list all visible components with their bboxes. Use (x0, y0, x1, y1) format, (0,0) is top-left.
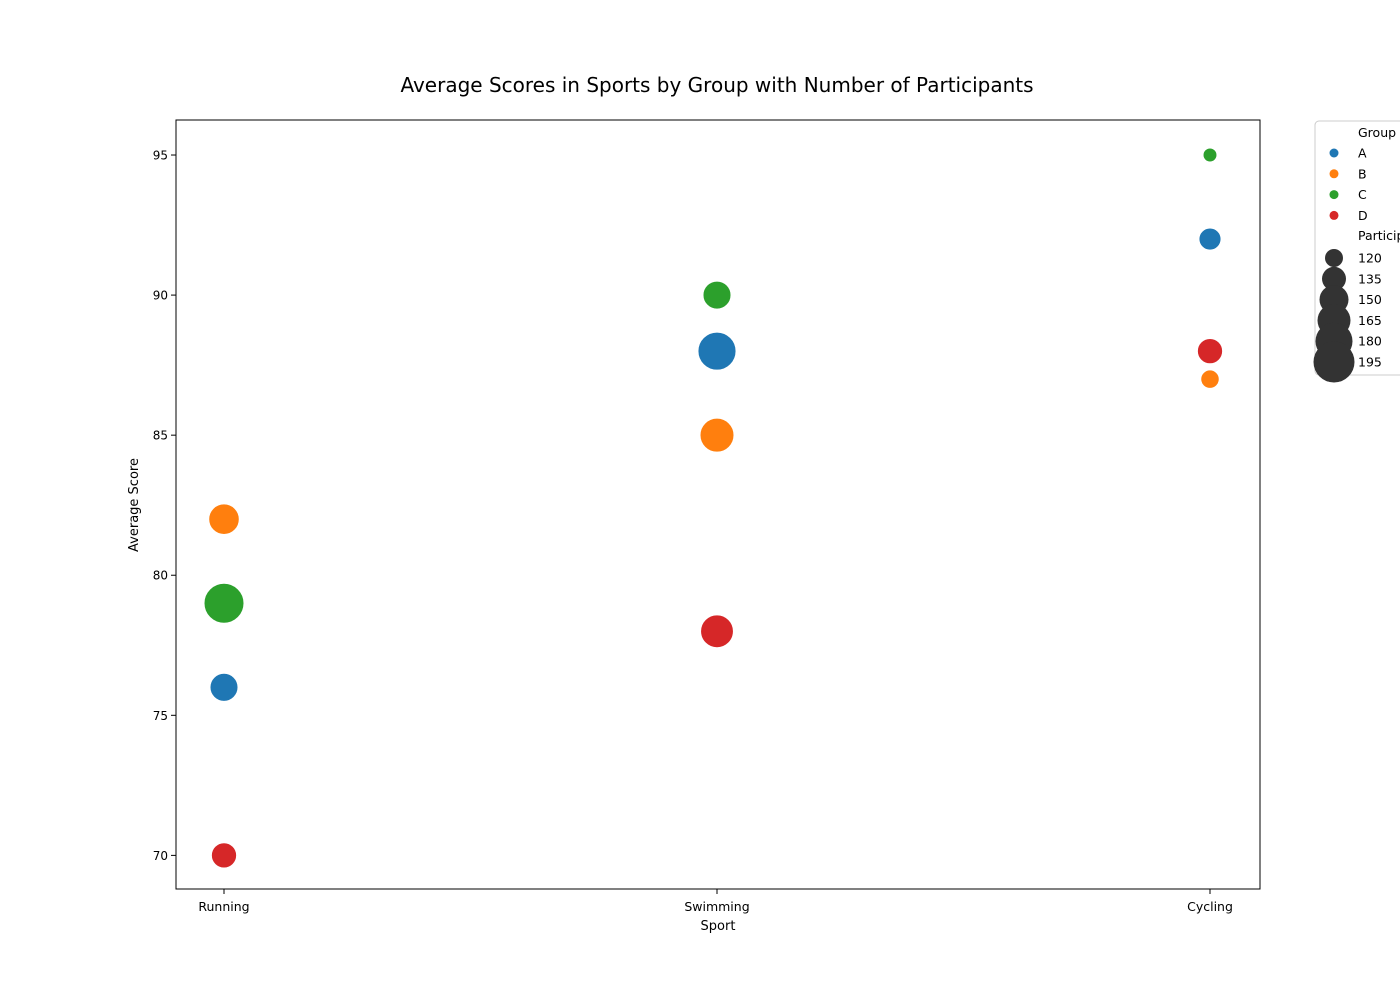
y-axis-label: Average Score (127, 458, 142, 552)
legend-label-a: A (1358, 146, 1367, 161)
legend-size-label: 180 (1358, 334, 1382, 349)
legend-marker-c (1329, 190, 1339, 200)
data-point-c-running (203, 582, 245, 624)
data-point-c-cycling (1202, 147, 1218, 163)
y-tick-label: 70 (153, 849, 168, 863)
legend-size-marker (1313, 341, 1355, 383)
legend-label-b: B (1358, 166, 1367, 181)
data-point-b-swimming (699, 417, 735, 453)
data-point-b-running (208, 503, 240, 535)
x-tick-label: Swimming (684, 899, 749, 914)
y-tick-label: 75 (153, 709, 168, 723)
legend-size-title: Particip (1358, 228, 1400, 243)
data-point-b-cycling (1200, 369, 1220, 389)
chart-title: Average Scores in Sports by Group with N… (400, 73, 1033, 97)
plot-area: 70 75 80 85 90 95 Running Swimming Cycling (153, 147, 1233, 914)
legend-size-label: 165 (1358, 313, 1382, 328)
plot-frame (175, 119, 1261, 890)
x-tick-label: Running (198, 899, 249, 914)
y-tick-label: 95 (153, 149, 168, 163)
legend-size-label: 120 (1358, 251, 1382, 266)
legend-marker-d (1329, 210, 1339, 220)
data-point-d-swimming (700, 614, 734, 649)
legend-group-title: Group (1358, 125, 1396, 140)
legend-size-marker (1325, 249, 1343, 267)
legend-marker-b (1329, 169, 1339, 179)
data-point-c-swimming (702, 280, 732, 310)
data-point-a-cycling (1198, 227, 1222, 251)
data-point-d-cycling (1196, 337, 1224, 365)
legend-label-d: D (1358, 208, 1368, 223)
data-point-a-running (209, 672, 239, 702)
legend-label-c: C (1358, 187, 1367, 202)
legend-size-marker (1322, 266, 1346, 291)
data-point-a-swimming (697, 331, 737, 371)
y-tick-label: 80 (153, 569, 168, 583)
x-tick-label: Cycling (1187, 899, 1233, 914)
legend-size-label: 135 (1358, 271, 1382, 286)
data-point-d-running (210, 842, 238, 869)
x-axis-label: Sport (701, 919, 736, 934)
legend-marker-a (1329, 148, 1339, 158)
y-tick-label: 85 (153, 429, 168, 443)
legend-size-label: 195 (1358, 355, 1382, 370)
legend-size-label: 150 (1358, 292, 1382, 307)
y-tick-label: 90 (153, 289, 168, 303)
